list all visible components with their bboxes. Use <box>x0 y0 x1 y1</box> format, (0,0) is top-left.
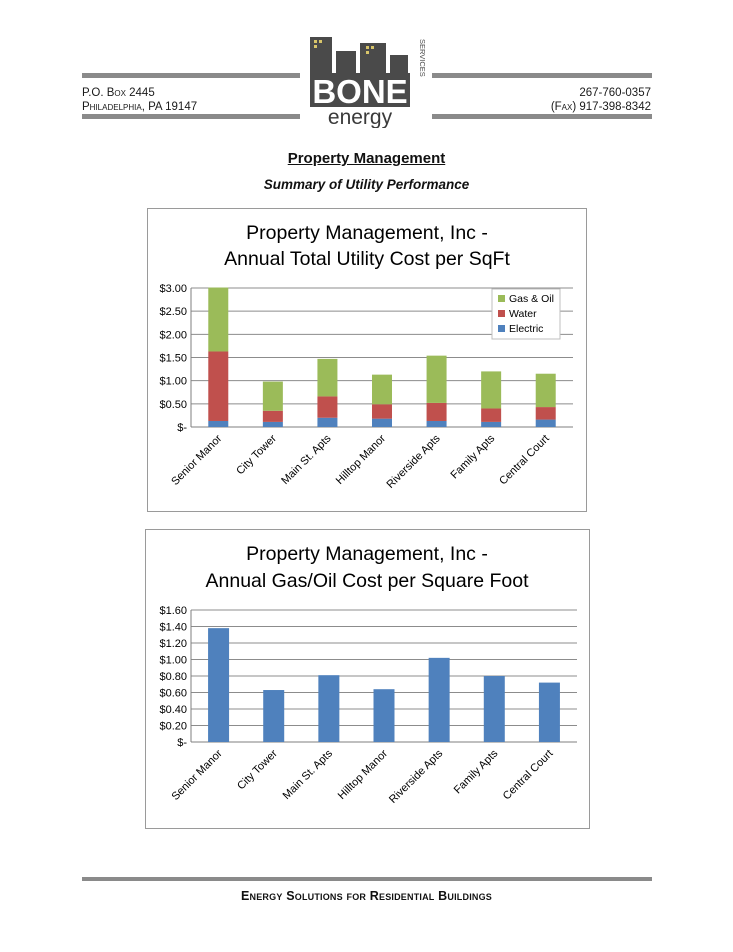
c2-y-tick-label: $0.80 <box>159 671 187 683</box>
c1-x-tick-label: Riverside Apts <box>384 432 443 491</box>
c1-bar-gas-oil-senior-manor <box>208 287 229 352</box>
c2-x-tick-label: Senior Manor <box>170 747 225 802</box>
logo-plate <box>310 73 410 107</box>
skyline-icon <box>310 37 408 73</box>
c1-x-tick-label: Main St. Apts <box>279 432 334 487</box>
c2-bar-gas-oil-riverside-apts <box>428 657 450 742</box>
c1-y-tick-label: $- <box>177 422 187 434</box>
c1-legend-label-water: Water <box>509 308 537 320</box>
c1-x-tick-label: Hilltop Manor <box>334 432 389 487</box>
c1-bar-electric-family-apts <box>481 421 502 427</box>
logo-word: BONE <box>312 73 407 110</box>
c1-bar-electric-riverside-apts <box>426 420 447 427</box>
c2-y-tick-label: $1.20 <box>159 638 187 650</box>
chart1-title-line2: Annual Total Utility Cost per SqFt <box>224 248 510 270</box>
c2-y-tick-label: $- <box>177 737 187 749</box>
c1-legend-label-gas-oil: Gas & Oil <box>509 293 554 305</box>
c1-bar-water-riverside-apts <box>426 402 447 421</box>
total-utility-cost-chart: Property Management, Inc - Annual Total … <box>147 208 587 512</box>
c2-bar-gas-oil-central-court <box>538 682 560 742</box>
c1-y-tick-label: $0.50 <box>159 399 187 411</box>
header-rule-left-bottom <box>82 114 300 119</box>
c1-bar-gas-oil-hilltop-manor <box>372 374 392 405</box>
c1-bar-water-main-st-apts <box>317 396 338 418</box>
c1-legend-swatch-electric <box>498 325 505 332</box>
c1-bar-water-city-tower <box>262 410 283 422</box>
c1-bar-water-hilltop-manor <box>372 404 392 419</box>
c2-y-tick-label: $1.60 <box>159 605 187 617</box>
c1-bar-water-family-apts <box>481 408 502 422</box>
gas-oil-cost-chart-svg: Property Management, Inc - Annual Gas/Oi… <box>159 543 577 806</box>
c1-bar-gas-oil-central-court <box>535 373 556 408</box>
c2-x-tick-label: Central Court <box>501 748 556 803</box>
c1-bar-electric-city-tower <box>262 421 283 427</box>
company-contact: 267-760-0357 (Fax) 917-398-8342 <box>551 86 651 114</box>
c1-y-tick-label: $2.00 <box>159 329 187 341</box>
logo-sub: energy <box>328 106 393 128</box>
address-line-1: P.O. Box 2445 <box>82 87 155 99</box>
c2-x-tick-label: City Tower <box>235 747 280 792</box>
address-line-2: Philadelphia, PA 19147 <box>82 101 198 113</box>
c2-y-tick-label: $0.40 <box>159 704 187 716</box>
c1-bar-water-central-court <box>535 407 556 420</box>
c1-x-tick-label: Family Apts <box>449 432 498 481</box>
c2-y-tick-label: $1.40 <box>159 622 187 634</box>
c2-y-tick-label: $0.60 <box>159 688 187 700</box>
c1-x-tick-label: Senior Manor <box>169 432 224 487</box>
c2-bar-gas-oil-main-st-apts <box>318 675 340 742</box>
c1-bar-gas-oil-family-apts <box>481 371 502 409</box>
c2-bar-gas-oil-family-apts <box>483 676 505 742</box>
fax-number: (Fax) 917-398-8342 <box>550 101 651 113</box>
phone-number: 267-760-0357 <box>579 87 651 99</box>
c1-y-tick-label: $2.50 <box>159 306 187 318</box>
c1-bar-gas-oil-riverside-apts <box>426 355 447 403</box>
footer-rule <box>82 877 652 881</box>
c1-legend-swatch-water <box>498 310 505 317</box>
chart2-title-line2: Annual Gas/Oil Cost per Square Foot <box>206 570 530 592</box>
total-utility-cost-chart-svg: Property Management, Inc - Annual Total … <box>159 222 573 491</box>
c1-bar-electric-senior-manor <box>208 420 229 427</box>
c1-legend-swatch-gas-oil <box>498 295 505 302</box>
page-title: Property Management <box>287 150 446 167</box>
c1-y-tick-label: $1.00 <box>159 376 187 388</box>
c2-x-tick-label: Riverside Apts <box>387 747 446 806</box>
page-subtitle: Summary of Utility Performance <box>263 177 470 192</box>
c1-bar-gas-oil-main-st-apts <box>317 358 338 397</box>
c2-x-tick-label: Family Apts <box>452 747 501 796</box>
c2-bar-gas-oil-senior-manor <box>208 628 230 742</box>
c2-y-tick-label: $1.00 <box>159 655 187 667</box>
c1-bar-electric-hilltop-manor <box>372 418 392 427</box>
bone-energy-logo: BONE energy SERVICES <box>310 37 426 128</box>
c2-y-tick-label: $0.20 <box>159 721 187 733</box>
c1-bar-gas-oil-city-tower <box>262 381 283 411</box>
c2-x-tick-label: Hilltop Manor <box>336 747 391 802</box>
header-rule-left-top <box>82 73 300 78</box>
c2-bar-gas-oil-city-tower <box>263 690 285 742</box>
c1-bar-electric-central-court <box>535 419 556 427</box>
header-rule-right-bottom <box>432 114 652 119</box>
company-address: P.O. Box 2445 Philadelphia, PA 19147 <box>82 86 197 114</box>
c2-bar-gas-oil-hilltop-manor <box>373 689 395 742</box>
c1-y-tick-label: $3.00 <box>159 283 187 295</box>
footer-tagline: Energy Solutions for Residential Buildin… <box>240 889 493 903</box>
c1-x-tick-label: Central Court <box>497 433 552 488</box>
c1-bar-water-senior-manor <box>208 351 229 421</box>
header-rule-right-top <box>432 73 652 78</box>
logo-side: SERVICES <box>418 39 426 77</box>
c2-x-tick-label: Main St. Apts <box>281 747 336 802</box>
c1-legend-label-electric: Electric <box>509 323 543 335</box>
c1-y-tick-label: $1.50 <box>159 353 187 365</box>
chart2-title-line1: Property Management, Inc - <box>246 543 488 565</box>
gas-oil-cost-chart: Property Management, Inc - Annual Gas/Oi… <box>145 529 590 829</box>
c1-x-tick-label: City Tower <box>234 432 279 477</box>
c1-bar-electric-main-st-apts <box>317 417 338 427</box>
chart1-title-line1: Property Management, Inc - <box>246 222 488 244</box>
